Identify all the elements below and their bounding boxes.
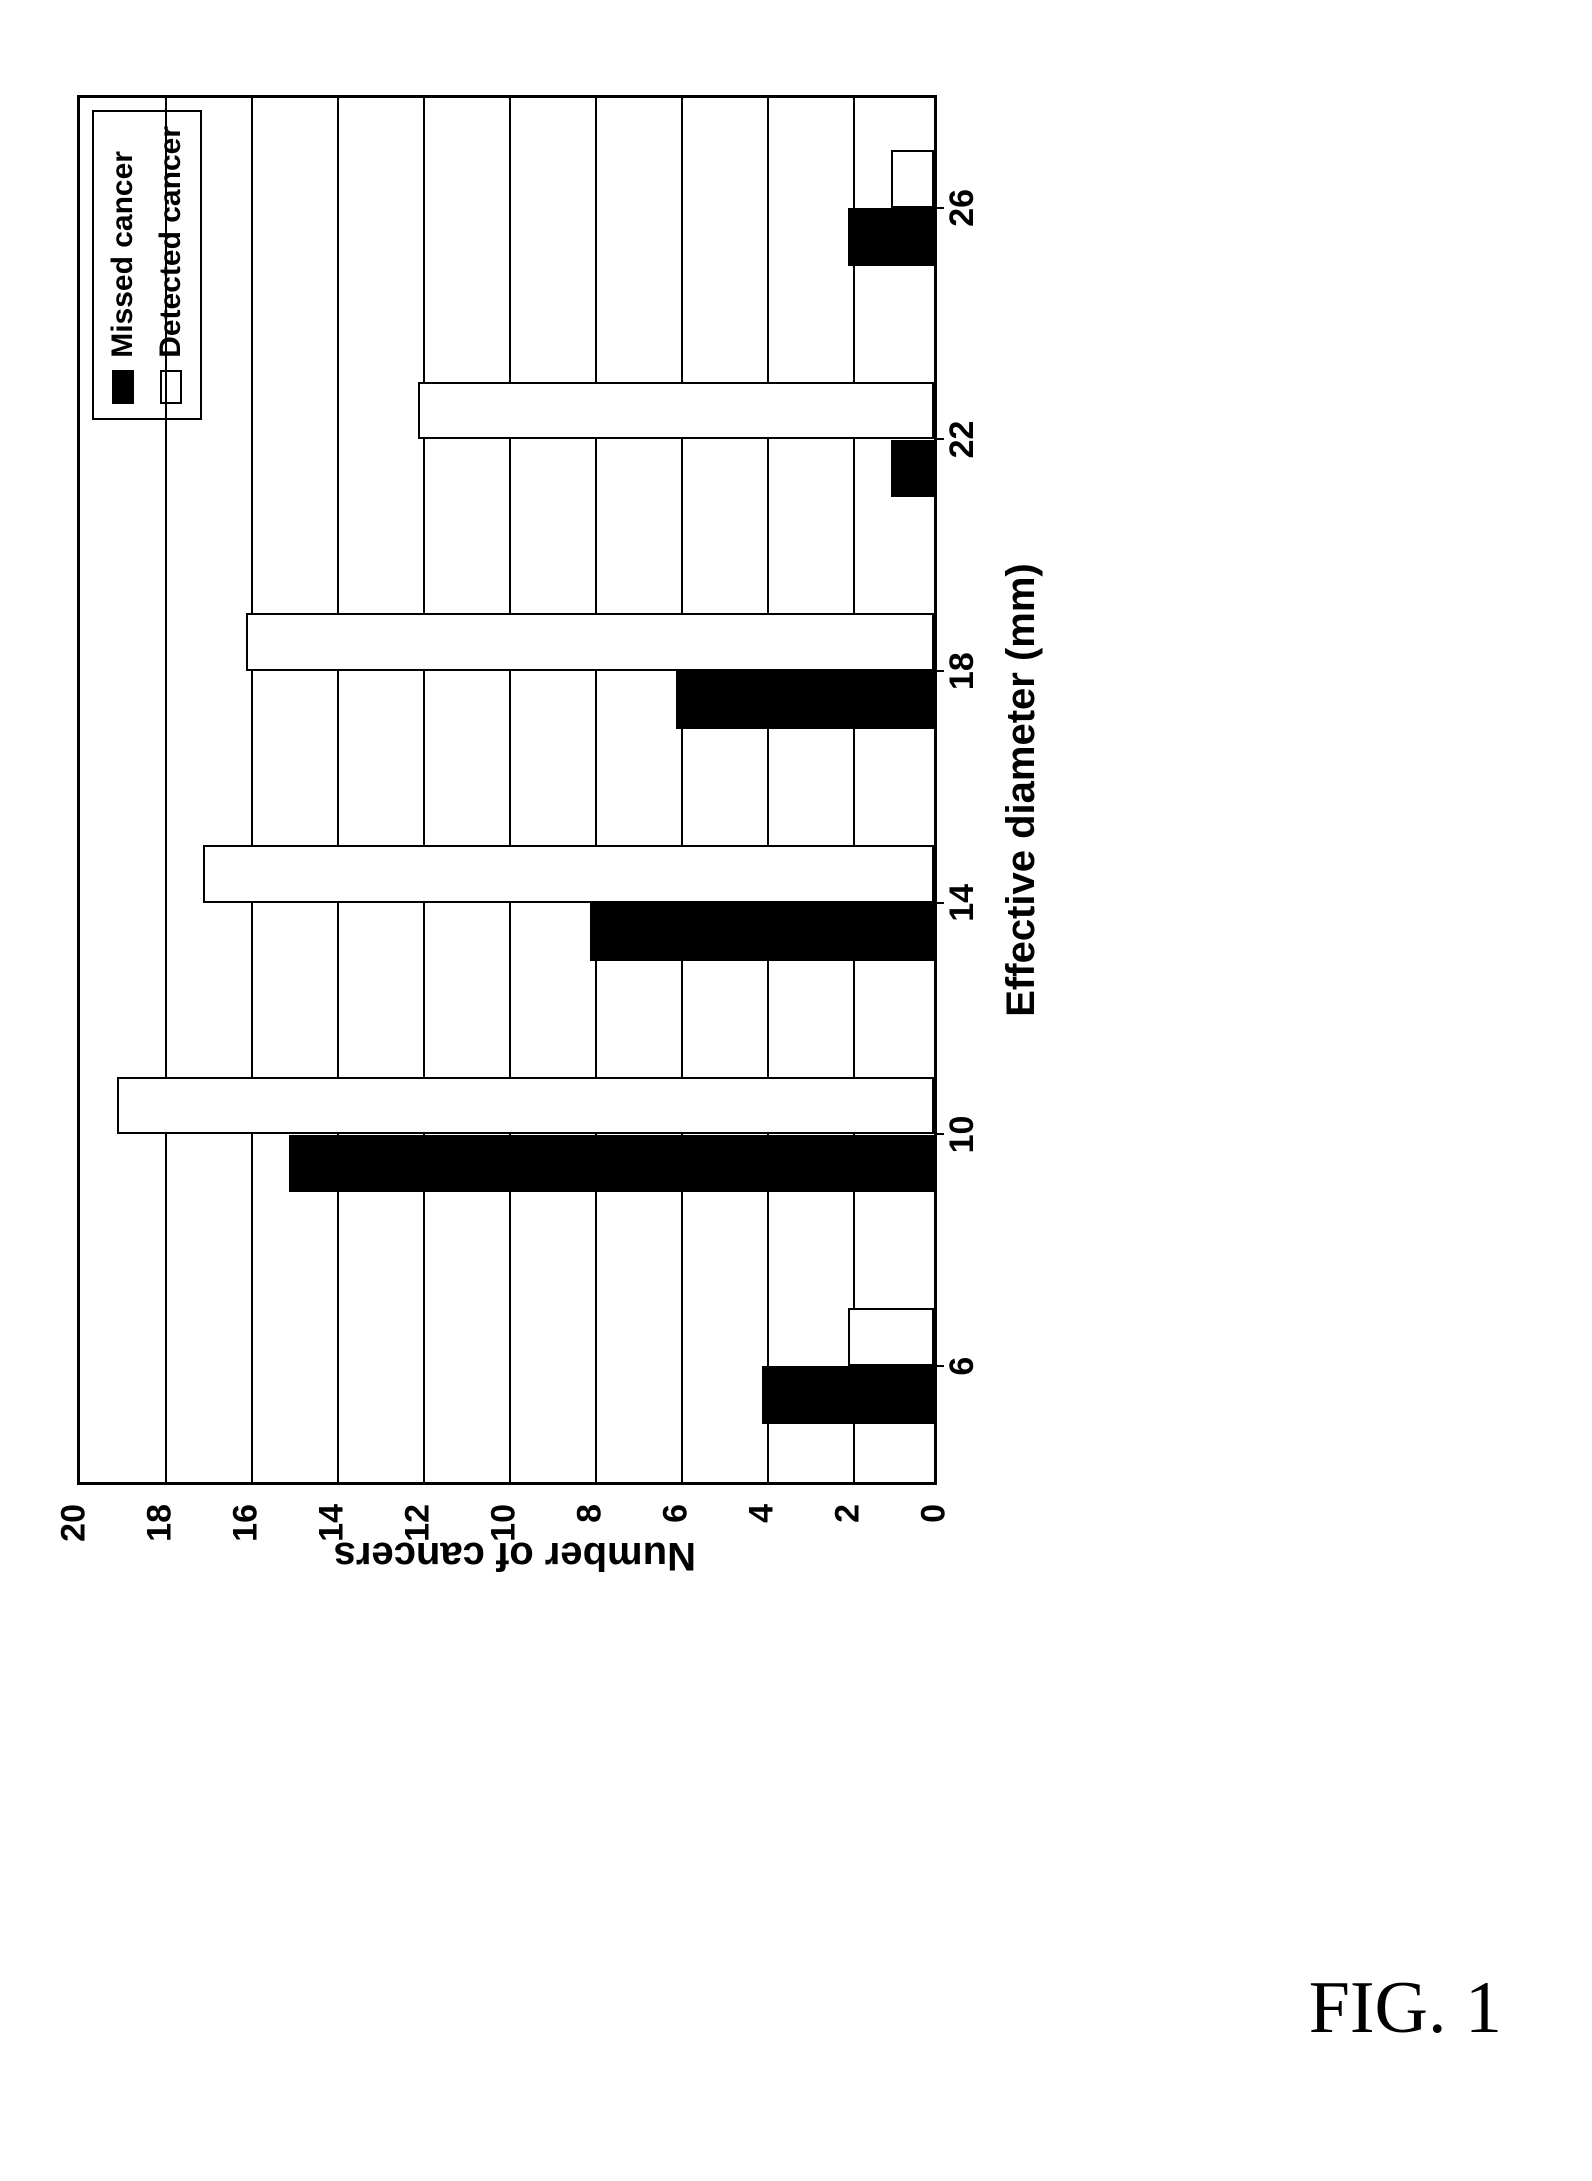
y-tick-label: 2 — [829, 1504, 868, 1523]
x-tick-label: 14 — [943, 884, 982, 922]
detected-cancer-bar — [117, 1077, 934, 1135]
chart-rotated-container: Missed cancerDetected cancer 02468101214… — [45, 70, 1105, 1630]
gridline — [681, 98, 683, 1482]
legend-label: Detected cancer — [154, 126, 188, 358]
gridline — [853, 98, 855, 1482]
missed-cancer-bar — [289, 1135, 934, 1193]
bar-chart: Missed cancerDetected cancer 02468101214… — [45, 70, 1105, 1630]
gridline — [423, 98, 425, 1482]
gridline — [595, 98, 597, 1482]
y-tick-label: 6 — [657, 1504, 696, 1523]
gridline — [509, 98, 511, 1482]
legend-swatch — [160, 370, 182, 404]
legend-item: Detected cancer — [154, 126, 188, 404]
y-tick-label: 0 — [915, 1504, 954, 1523]
missed-cancer-bar — [590, 903, 934, 961]
figure-label: FIG. 1 — [1309, 1966, 1502, 2051]
detected-cancer-bar — [891, 150, 934, 208]
x-axis-title: Effective diameter (mm) — [999, 95, 1044, 1485]
y-tick-label: 8 — [571, 1504, 610, 1523]
x-tick-label: 26 — [943, 189, 982, 227]
gridline — [165, 98, 167, 1482]
missed-cancer-bar — [891, 440, 934, 498]
y-tick-label: 18 — [141, 1504, 180, 1542]
detected-cancer-bar — [418, 382, 934, 440]
x-tick-label: 10 — [943, 1116, 982, 1154]
y-tick-label: 4 — [743, 1504, 782, 1523]
legend-swatch — [112, 370, 134, 404]
missed-cancer-bar — [762, 1366, 934, 1424]
missed-cancer-bar — [848, 208, 934, 266]
gridline — [337, 98, 339, 1482]
y-axis-title: Number of cancers — [334, 1533, 696, 1578]
y-tick-label: 16 — [227, 1504, 266, 1542]
page: Missed cancerDetected cancer 02468101214… — [0, 0, 1592, 2181]
detected-cancer-bar — [848, 1308, 934, 1366]
x-tick-label: 18 — [943, 652, 982, 690]
legend-item: Missed cancer — [106, 126, 140, 404]
x-tick-label: 6 — [943, 1357, 982, 1376]
detected-cancer-bar — [203, 845, 934, 903]
y-tick-label: 20 — [55, 1504, 94, 1542]
missed-cancer-bar — [676, 671, 934, 729]
plot-area: Missed cancerDetected cancer 02468101214… — [77, 95, 937, 1485]
legend: Missed cancer Detected cancer — [92, 110, 202, 420]
gridline — [251, 98, 253, 1482]
x-tick-label: 22 — [943, 421, 982, 459]
gridline — [767, 98, 769, 1482]
detected-cancer-bar — [246, 613, 934, 671]
legend-label: Missed cancer — [106, 151, 140, 358]
